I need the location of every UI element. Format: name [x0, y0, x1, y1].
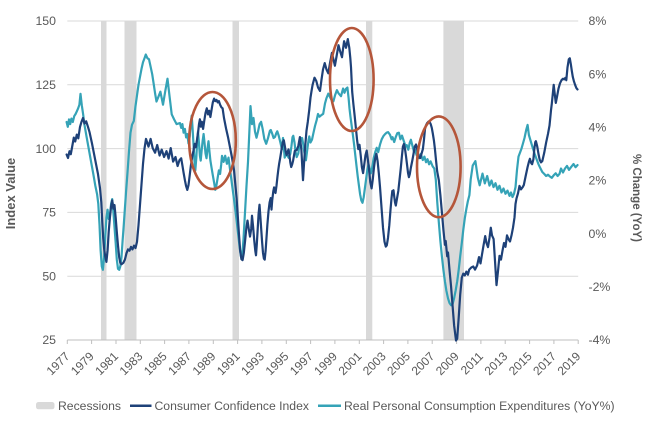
svg-text:Recessions: Recessions — [58, 399, 121, 413]
svg-text:0%: 0% — [589, 227, 607, 241]
svg-text:% Change (YoY): % Change (YoY) — [630, 154, 642, 242]
svg-text:125: 125 — [35, 78, 56, 92]
svg-text:150: 150 — [35, 14, 56, 28]
svg-text:Consumer Confidence Index: Consumer Confidence Index — [155, 399, 309, 413]
svg-text:100: 100 — [35, 142, 56, 156]
svg-text:-2%: -2% — [589, 280, 611, 294]
svg-text:Index Value: Index Value — [3, 158, 18, 230]
svg-text:75: 75 — [42, 206, 56, 220]
svg-text:8%: 8% — [589, 14, 607, 28]
svg-text:4%: 4% — [589, 121, 607, 135]
svg-text:2%: 2% — [589, 174, 607, 188]
svg-text:25: 25 — [42, 333, 56, 347]
svg-text:50: 50 — [42, 269, 56, 283]
svg-text:-4%: -4% — [589, 333, 611, 347]
svg-text:Real Personal Consumption Expe: Real Personal Consumption Expenditures (… — [344, 399, 615, 413]
svg-text:6%: 6% — [589, 67, 607, 81]
